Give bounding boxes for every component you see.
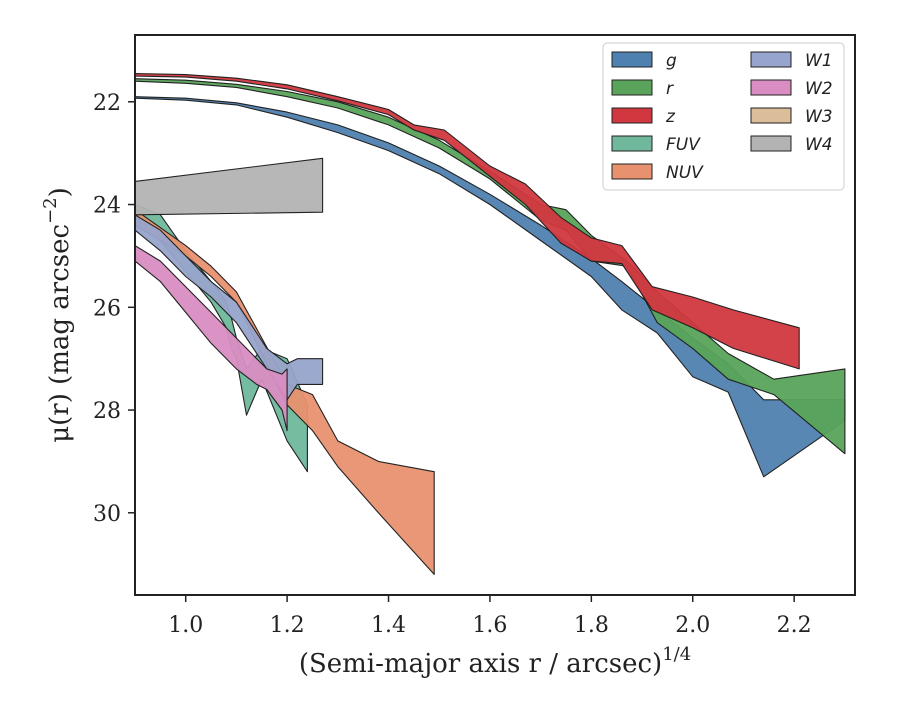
legend-swatch-w3 — [750, 107, 792, 124]
y-tick-label: 28 — [93, 399, 121, 424]
y-axis-label: μ(r) (mag arcsec — [45, 224, 75, 443]
x-tick-label: 1.8 — [574, 613, 609, 638]
y-axis-label-exponent: −2 — [40, 197, 61, 224]
legend-swatch-w1 — [750, 51, 792, 68]
legend-swatch-w2 — [750, 79, 792, 96]
x-tick-label: 1.4 — [371, 613, 406, 638]
y-tick-label: 30 — [93, 502, 121, 527]
y-tick-label: 22 — [93, 91, 121, 116]
y-tick-label: 24 — [93, 194, 121, 219]
y-axis-title: μ(r) (mag arcsec−2) — [40, 187, 75, 443]
series-band-z — [135, 72, 800, 370]
legend-swatch-w4 — [750, 135, 792, 152]
y-axis: 22 24 26 28 30 — [93, 91, 135, 527]
y-tick-label: 26 — [93, 296, 121, 321]
legend-swatch-g — [611, 51, 653, 68]
y-axis-label-close: ) — [45, 187, 75, 197]
x-axis: 1.0 1.2 1.4 1.6 1.8 2.0 2.2 — [168, 595, 812, 638]
x-axis-label: (Semi-major axis r / arcsec) — [299, 649, 662, 679]
x-axis-label-exponent: 1/4 — [662, 644, 691, 665]
legend-swatch-z — [611, 107, 653, 124]
legend-label-z: z — [665, 107, 676, 127]
legend-label-w1: W1 — [805, 51, 833, 71]
legend-label-w3: W3 — [805, 107, 833, 127]
legend-label-r: r — [666, 79, 674, 99]
series-layer — [135, 72, 846, 575]
x-tick-label: 2.0 — [675, 613, 710, 638]
x-tick-label: 1.0 — [168, 613, 203, 638]
x-tick-label: 2.2 — [777, 613, 812, 638]
x-axis-title: (Semi-major axis r / arcsec)1/4 — [299, 644, 691, 679]
legend-label-w4: W4 — [805, 135, 833, 155]
legend: grz FUV NUV W1 W2 W3 W4 — [602, 42, 845, 191]
series-band-w1 — [135, 214, 324, 401]
legend-label-w2: W2 — [805, 79, 833, 99]
legend-swatch-nuv — [611, 163, 653, 180]
series-band-w2 — [135, 245, 288, 432]
series-band-w4 — [135, 157, 324, 216]
x-tick-label: 1.6 — [472, 613, 507, 638]
plot-frame — [134, 34, 856, 596]
legend-swatch-fuv — [611, 135, 653, 152]
legend-label-nuv: NUV — [666, 163, 704, 183]
x-tick-label: 1.2 — [270, 613, 305, 638]
legend-label-g: g — [666, 51, 677, 71]
legend-swatch-r — [611, 79, 653, 96]
legend-label-fuv: FUV — [666, 135, 701, 155]
